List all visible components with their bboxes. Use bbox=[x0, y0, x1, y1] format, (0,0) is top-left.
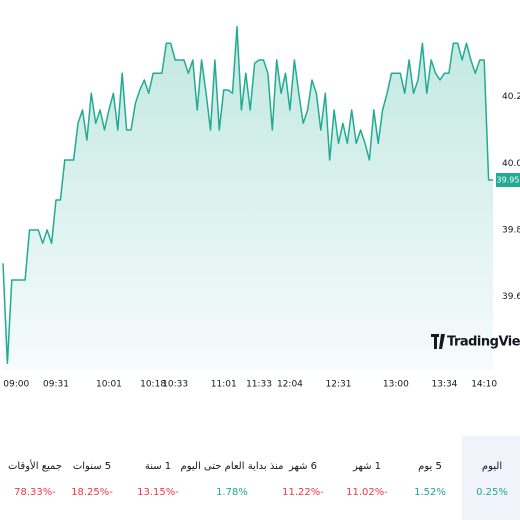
period-label: 5 سنوات bbox=[73, 461, 111, 472]
y-tick-label: 40.20 bbox=[502, 92, 520, 102]
x-tick-label: 10:01 bbox=[96, 380, 122, 390]
x-tick-label: 10:33 bbox=[162, 380, 188, 390]
x-tick-label: 10:18 bbox=[140, 380, 166, 390]
watermark: TradingView bbox=[447, 335, 520, 350]
period-change: 18.25%- bbox=[71, 487, 113, 498]
y-tick-label: 39.60 bbox=[502, 292, 520, 302]
y-tick-label: 40.00 bbox=[502, 159, 520, 169]
period-change: 11.02%- bbox=[346, 487, 388, 498]
period-change: 78.33%- bbox=[14, 487, 56, 498]
last-price-label: 39.95 bbox=[497, 176, 520, 185]
x-tick-label: 11:33 bbox=[246, 380, 272, 390]
watermark-logo bbox=[431, 334, 445, 349]
period-change: 1.52% bbox=[414, 487, 446, 498]
period-label: 5 يوم bbox=[418, 461, 442, 472]
last-price-box bbox=[496, 173, 520, 187]
period-label: جميع الأوقات bbox=[8, 459, 62, 472]
x-tick-label: 12:04 bbox=[277, 380, 303, 390]
x-tick-label: 13:34 bbox=[431, 380, 457, 390]
period-label: 1 شهر bbox=[352, 461, 381, 472]
period-change: 0.25% bbox=[476, 487, 508, 498]
x-tick-label: 11:01 bbox=[211, 380, 237, 390]
x-tick-label: 14:10 bbox=[471, 380, 497, 390]
x-tick-label: 13:00 bbox=[383, 380, 409, 390]
x-tick-label: 09:31 bbox=[43, 380, 69, 390]
selected-period[interactable] bbox=[462, 436, 520, 520]
x-tick-label: 09:00 bbox=[3, 380, 29, 390]
x-tick-label: 12:31 bbox=[326, 380, 352, 390]
period-change: 13.15%- bbox=[137, 487, 179, 498]
period-label: 1 سنة bbox=[145, 461, 171, 472]
period-label: منذ بداية العام حتى اليوم bbox=[181, 461, 284, 472]
area-fill bbox=[3, 26, 493, 370]
period-label: اليوم bbox=[482, 461, 502, 472]
y-tick-label: 39.80 bbox=[502, 226, 520, 236]
period-change: 1.78% bbox=[216, 487, 248, 498]
period-change: 11.22%- bbox=[282, 487, 324, 498]
period-label: 6 شهر bbox=[288, 461, 317, 472]
price-line bbox=[2, 25, 493, 365]
